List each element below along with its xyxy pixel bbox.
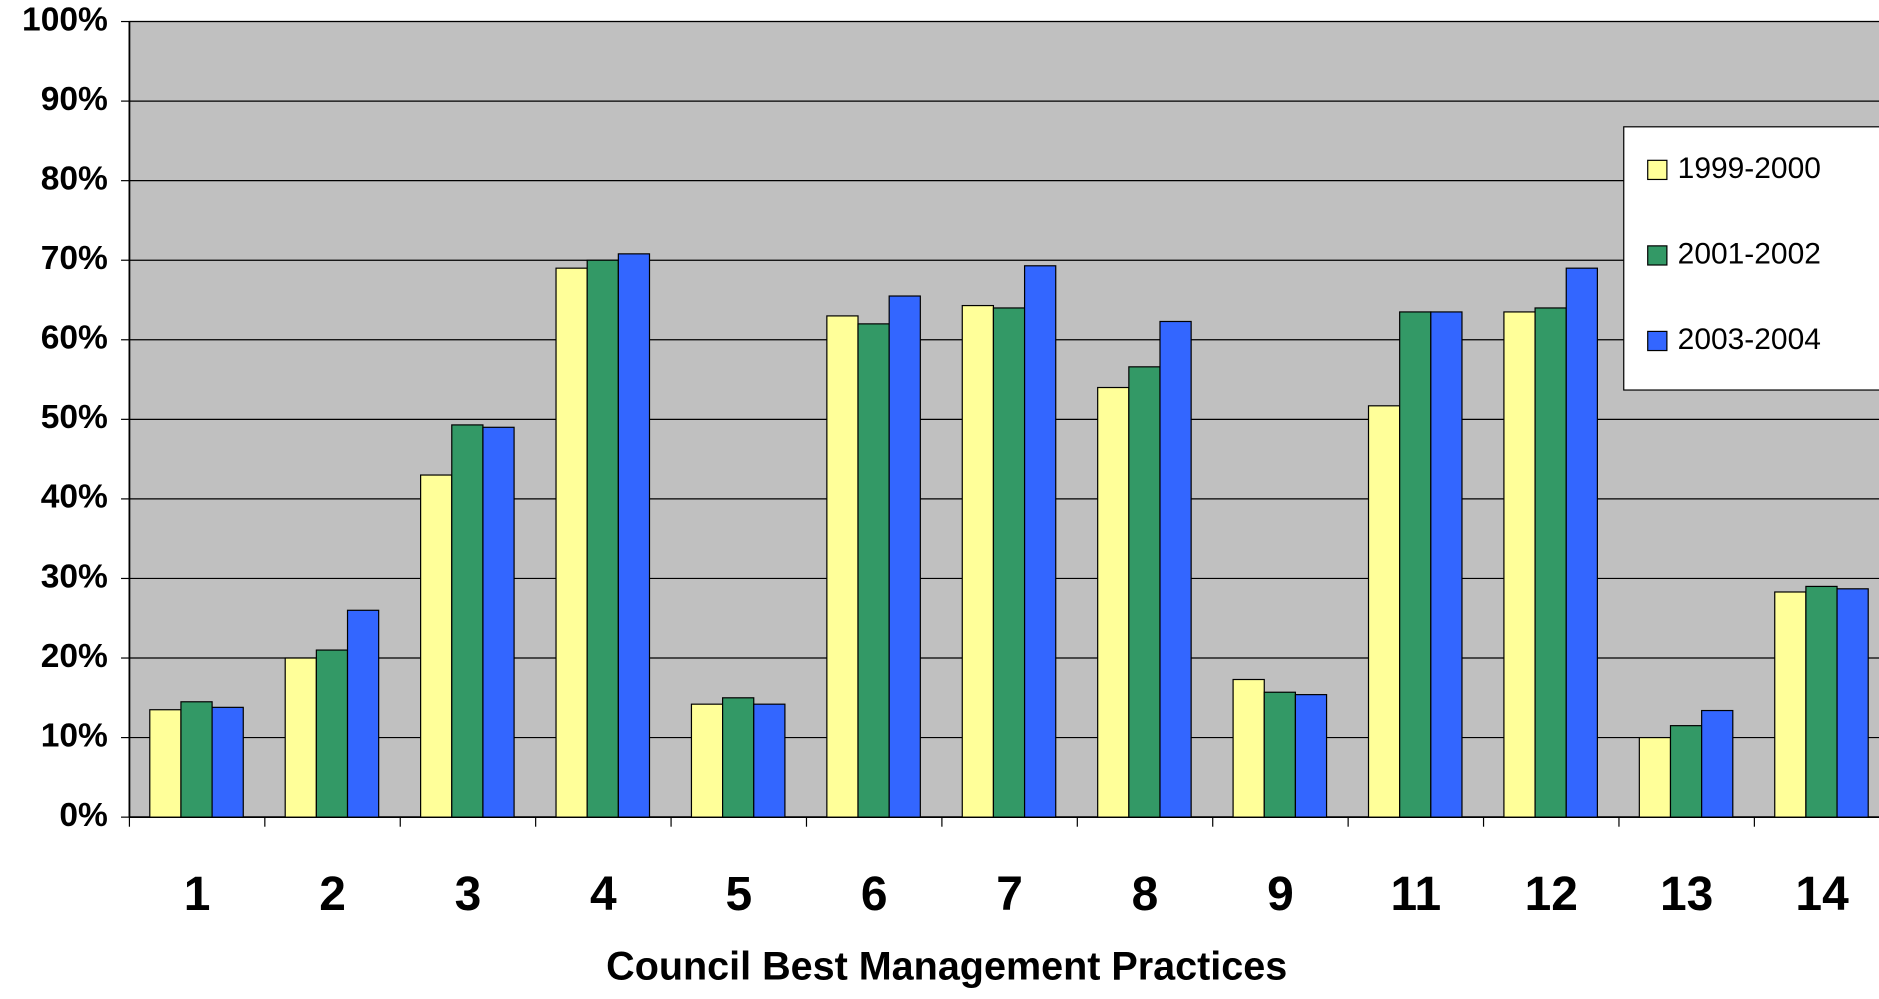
bar xyxy=(826,315,859,818)
x-tick-label: 5 xyxy=(725,868,752,921)
legend-swatch xyxy=(1647,159,1668,181)
bar xyxy=(1805,585,1838,818)
bar xyxy=(690,703,724,818)
x-tick-label: 8 xyxy=(1132,868,1159,921)
bar xyxy=(555,267,588,818)
bar xyxy=(1669,725,1703,818)
y-tick-label: 70% xyxy=(41,240,108,277)
bar xyxy=(961,304,995,818)
x-tick-label: 4 xyxy=(590,868,617,921)
x-tick-label: 14 xyxy=(1795,868,1849,921)
bar xyxy=(1774,591,1807,818)
y-tick-label: 100% xyxy=(22,1,108,38)
bar xyxy=(1263,691,1297,818)
bar xyxy=(857,323,890,818)
bar xyxy=(617,253,651,818)
bar xyxy=(1534,307,1567,818)
bar xyxy=(1565,267,1598,818)
bar xyxy=(1232,678,1265,818)
bar xyxy=(753,703,786,818)
legend-swatch xyxy=(1647,330,1668,352)
bar xyxy=(1294,694,1328,818)
x-tick-label: 6 xyxy=(861,868,888,921)
x-tick-label: 11 xyxy=(1391,868,1442,921)
x-tick-label: 2 xyxy=(319,868,346,921)
bar xyxy=(1097,386,1130,818)
bar xyxy=(346,609,380,818)
x-tick-label: 9 xyxy=(1267,868,1294,921)
legend-label: 1999-2000 xyxy=(1678,152,1821,185)
bar xyxy=(180,701,213,818)
bar xyxy=(1128,366,1161,818)
bar xyxy=(451,424,484,818)
y-tick-label: 90% xyxy=(41,81,108,118)
bar xyxy=(284,657,317,818)
y-tick-label: 50% xyxy=(41,399,108,436)
legend-swatch xyxy=(1647,245,1668,266)
y-tick-label: 30% xyxy=(41,558,108,595)
bar xyxy=(1836,588,1869,818)
y-tick-label: 10% xyxy=(41,717,108,754)
x-tick-label: 7 xyxy=(996,868,1023,921)
bar xyxy=(315,649,349,818)
bar xyxy=(420,474,453,818)
bar xyxy=(211,706,244,818)
legend-label: 2001-2002 xyxy=(1678,237,1821,270)
bar xyxy=(1023,265,1057,818)
bar xyxy=(1701,709,1734,818)
y-tick-label: 40% xyxy=(41,479,108,516)
bar xyxy=(1503,311,1536,818)
bar xyxy=(1399,311,1432,818)
bar xyxy=(149,709,182,818)
bar xyxy=(722,697,755,818)
y-tick-label: 0% xyxy=(59,797,107,834)
bar xyxy=(888,295,921,818)
x-tick-label: 12 xyxy=(1525,868,1578,921)
bar xyxy=(1430,311,1463,818)
y-tick-label: 80% xyxy=(41,161,108,198)
bar xyxy=(1159,320,1192,818)
y-tick-label: 60% xyxy=(41,320,108,357)
x-tick-label: 13 xyxy=(1660,868,1713,921)
bar xyxy=(1367,405,1401,818)
bar xyxy=(482,426,515,818)
bar xyxy=(992,307,1026,818)
bar xyxy=(586,259,619,818)
legend-label: 2003-2004 xyxy=(1678,323,1821,356)
y-tick-label: 20% xyxy=(41,638,108,675)
x-tick-label: 3 xyxy=(455,868,482,921)
x-axis-label: Council Best Management Practices xyxy=(606,945,1287,989)
x-tick-label: 1 xyxy=(184,868,211,921)
bar xyxy=(1638,736,1672,818)
